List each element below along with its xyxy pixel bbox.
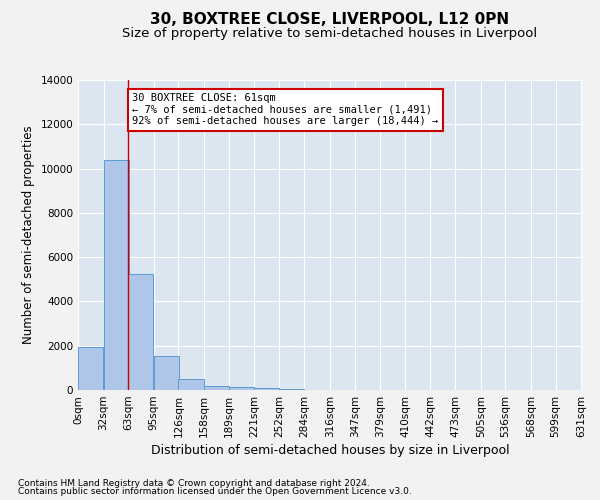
Bar bbox=[154, 356, 179, 390]
Text: Size of property relative to semi-detached houses in Liverpool: Size of property relative to semi-detach… bbox=[122, 28, 538, 40]
Y-axis label: Number of semi-detached properties: Number of semi-detached properties bbox=[22, 126, 35, 344]
Bar bbox=[104, 160, 128, 390]
X-axis label: Distribution of semi-detached houses by size in Liverpool: Distribution of semi-detached houses by … bbox=[151, 444, 509, 457]
Bar bbox=[128, 274, 154, 390]
Text: 30 BOXTREE CLOSE: 61sqm
← 7% of semi-detached houses are smaller (1,491)
92% of : 30 BOXTREE CLOSE: 61sqm ← 7% of semi-det… bbox=[132, 94, 439, 126]
Bar bbox=[178, 379, 203, 390]
Bar bbox=[204, 386, 229, 390]
Bar bbox=[254, 388, 280, 390]
Text: Contains public sector information licensed under the Open Government Licence v3: Contains public sector information licen… bbox=[18, 487, 412, 496]
Bar bbox=[229, 387, 254, 390]
Bar bbox=[78, 347, 103, 390]
Text: Contains HM Land Registry data © Crown copyright and database right 2024.: Contains HM Land Registry data © Crown c… bbox=[18, 478, 370, 488]
Bar bbox=[279, 389, 304, 390]
Text: 30, BOXTREE CLOSE, LIVERPOOL, L12 0PN: 30, BOXTREE CLOSE, LIVERPOOL, L12 0PN bbox=[151, 12, 509, 28]
